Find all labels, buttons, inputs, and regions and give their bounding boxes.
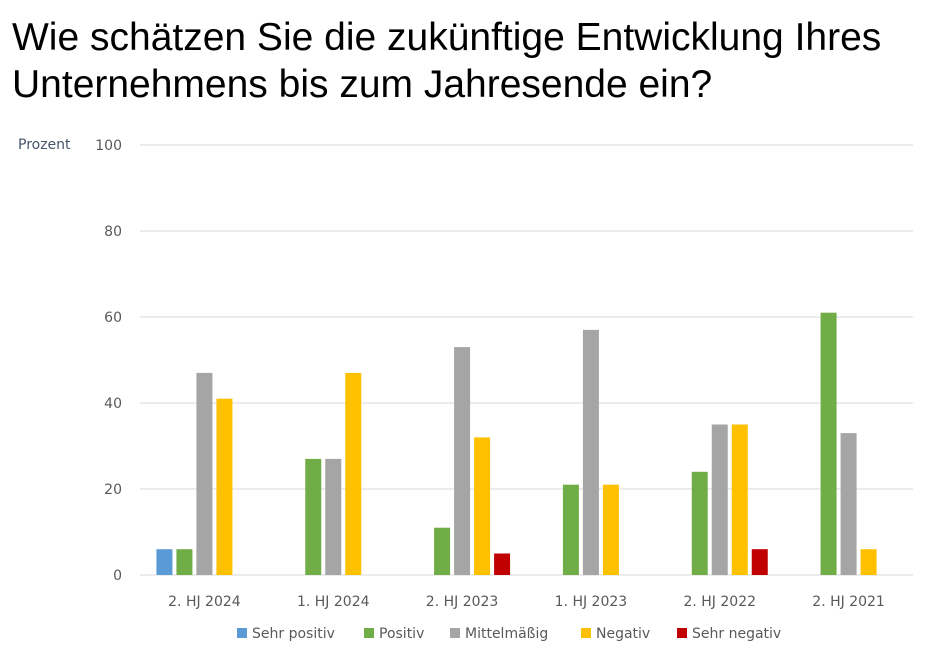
bar-sehr-negativ [494, 553, 511, 575]
x-tick-label: 1. HJ 2024 [297, 594, 370, 610]
bar-negativ [860, 549, 877, 575]
y-tick-label: 0 [113, 568, 122, 584]
bar-positiv [434, 527, 451, 575]
bar-positiv [562, 484, 579, 575]
y-tick-label: 20 [104, 482, 122, 498]
legend-label: Negativ [596, 626, 650, 642]
bar-mittelm-ig [711, 424, 728, 575]
legend-label: Mittelmäßig [465, 626, 548, 642]
bar-negativ [731, 424, 748, 575]
x-tick-label: 2. HJ 2024 [168, 594, 241, 610]
legend-swatch [364, 628, 374, 638]
x-tick-label: 2. HJ 2022 [683, 594, 756, 610]
legend-swatch [237, 628, 247, 638]
bar-positiv [305, 458, 322, 575]
legend-label: Sehr negativ [692, 626, 781, 642]
legend-swatch [450, 628, 460, 638]
y-tick-label: 60 [104, 310, 122, 326]
y-axis-label: Prozent [18, 137, 71, 153]
x-tick-label: 2. HJ 2021 [812, 594, 885, 610]
bar-mittelm-ig [325, 458, 342, 575]
bar-positiv [820, 312, 837, 575]
bar-negativ [345, 372, 362, 575]
bar-negativ [216, 398, 233, 575]
y-tick-label: 100 [95, 138, 122, 154]
legend-label: Sehr positiv [252, 626, 335, 642]
chart-title: Wie schätzen Sie die zukünftige Entwickl… [12, 16, 882, 106]
bar-mittelm-ig [196, 372, 213, 575]
bar-negativ [602, 484, 619, 575]
bar-sehr-positiv [156, 549, 173, 575]
x-tick-label: 1. HJ 2023 [555, 594, 628, 610]
legend-swatch [581, 628, 591, 638]
legend-label: Positiv [379, 626, 424, 642]
y-tick-label: 80 [104, 224, 122, 240]
bar-sehr-negativ [751, 549, 768, 575]
bar-mittelm-ig [840, 433, 857, 575]
x-tick-label: 2. HJ 2023 [426, 594, 499, 610]
bar-positiv [176, 549, 193, 575]
bar-mittelm-ig [454, 347, 471, 575]
bar-mittelm-ig [582, 329, 599, 575]
legend-swatch [677, 628, 687, 638]
y-tick-label: 40 [104, 396, 122, 412]
bar-positiv [691, 471, 708, 575]
bar-negativ [474, 437, 491, 575]
